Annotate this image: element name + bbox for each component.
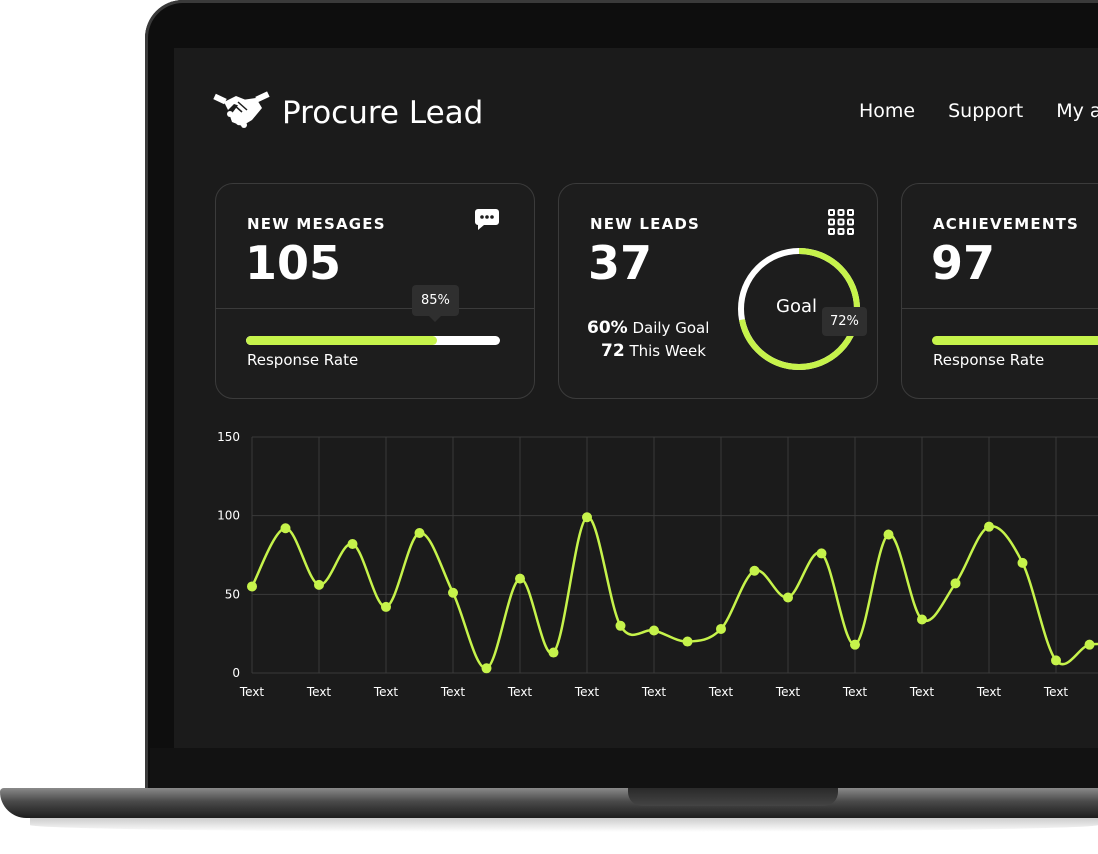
y-tick-label: 150	[217, 430, 240, 444]
data-point	[850, 639, 860, 650]
card-title: NEW MESAGES	[247, 215, 386, 233]
x-tick-label: Text	[306, 685, 332, 699]
data-point	[883, 529, 894, 540]
x-tick-label: Text	[641, 685, 667, 699]
data-point	[1017, 557, 1028, 568]
data-point	[515, 573, 525, 584]
dashboard-screen: Procure Lead Home Support My ac NEW MESA…	[174, 48, 1098, 748]
x-tick-label: Text	[842, 685, 868, 699]
progress-label: Response Rate	[933, 351, 1045, 369]
data-point	[347, 538, 358, 549]
data-point	[716, 623, 726, 634]
data-point	[381, 601, 391, 612]
x-tick-label: Text	[239, 685, 265, 699]
data-point	[682, 636, 693, 647]
progress-label: Response Rate	[247, 351, 359, 369]
x-tick-label: Text	[909, 685, 935, 699]
card-title: NEW LEADS	[590, 215, 701, 233]
goal-tooltip: 72%	[822, 307, 867, 336]
data-point	[247, 581, 257, 592]
card-value: 97	[931, 236, 996, 290]
x-tick-label: Text	[440, 685, 466, 699]
daily-goal-stat: 60% Daily Goal	[587, 318, 709, 338]
data-point	[481, 663, 492, 674]
laptop-shadow	[30, 818, 1098, 832]
new-messages-card[interactable]: NEW MESAGES 105 85% Response Rate	[215, 183, 535, 399]
achievements-card[interactable]: ACHIEVEMENTS 97 Response Rate	[901, 183, 1098, 399]
progress-tooltip: 85%	[412, 285, 459, 322]
brand-name: Procure Lead	[282, 94, 484, 131]
series-line	[250, 515, 1098, 670]
response-rate-bar	[246, 336, 500, 345]
data-point	[615, 620, 626, 631]
data-point	[950, 578, 961, 589]
app-logo[interactable]: Procure Lead	[212, 88, 483, 137]
data-point	[548, 647, 559, 658]
stat-label: This Week	[629, 342, 706, 360]
nav-home[interactable]: Home	[859, 100, 916, 122]
handshake-icon	[212, 88, 272, 137]
nav-support[interactable]: Support	[948, 100, 1024, 122]
data-point	[1051, 655, 1061, 666]
line-chart-svg: 0 50 100 150 Text Text Text Text Text Text Text Tex…	[217, 430, 1098, 699]
this-week-stat: 72 This Week	[601, 341, 706, 361]
x-tick-label: Text	[574, 685, 600, 699]
stat-value: 72	[601, 341, 625, 361]
y-tick-label: 100	[217, 509, 240, 523]
data-point	[649, 625, 659, 636]
response-rate-fill	[246, 336, 437, 345]
card-value: 37	[588, 236, 653, 290]
data-point	[314, 579, 324, 590]
data-point	[280, 523, 291, 534]
data-point	[582, 512, 592, 523]
data-point	[917, 614, 927, 625]
data-point	[749, 565, 760, 576]
laptop-bezel-bottom	[150, 748, 1098, 788]
x-tick-label: Text	[976, 685, 1002, 699]
stat-value: 60%	[587, 318, 628, 338]
stat-label: Daily Goal	[632, 319, 710, 337]
card-divider	[902, 308, 1098, 309]
laptop-base	[0, 788, 1098, 818]
grid-icon[interactable]	[827, 208, 855, 241]
card-divider	[216, 308, 534, 309]
y-tick-label: 50	[225, 587, 240, 601]
data-point	[984, 521, 994, 532]
data-point	[414, 527, 425, 538]
nav-my-account[interactable]: My ac	[1056, 100, 1098, 122]
chat-bubble-icon[interactable]	[474, 208, 500, 237]
top-nav: Home Support My ac	[859, 100, 1098, 122]
x-tick-label: Text	[1043, 685, 1069, 699]
x-tick-label: Text	[708, 685, 734, 699]
leads-line-chart: 0 50 100 150 Text Text Text Text Text Text Text Tex…	[214, 430, 1098, 713]
x-tick-label: Text	[373, 685, 399, 699]
data-point	[783, 592, 793, 603]
response-rate-bar	[932, 336, 1098, 345]
x-tick-label: Text	[775, 685, 801, 699]
laptop-hinge-notch	[628, 788, 838, 806]
new-leads-card[interactable]: NEW LEADS 37 60% Daily Goal 72 This Week…	[558, 183, 878, 399]
card-title: ACHIEVEMENTS	[933, 215, 1080, 233]
card-value: 105	[245, 236, 342, 290]
data-point	[448, 587, 458, 598]
x-tick-label: Text	[507, 685, 533, 699]
goal-label: Goal	[776, 296, 817, 317]
data-point	[1084, 639, 1095, 650]
y-tick-label: 0	[232, 666, 240, 680]
data-point	[816, 548, 827, 559]
